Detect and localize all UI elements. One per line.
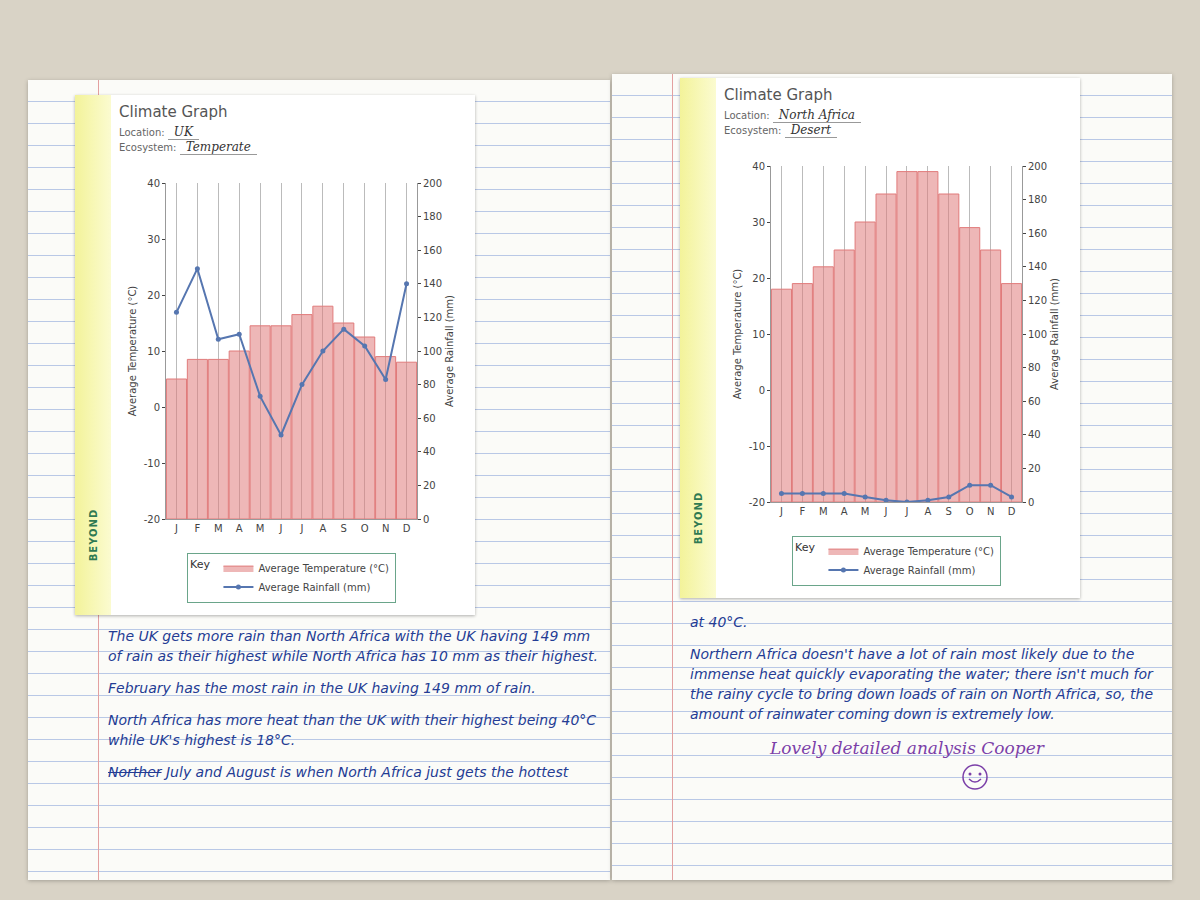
html-text:Climate Graph: Climate Graph [724,86,833,104]
html-text:Climate Graph: Climate Graph [119,103,228,121]
html-text:Lovely detailed analysis Coope: Lovely detailed analysis Cooper [770,738,1044,758]
svg-text:60: 60 [423,413,436,424]
svg-text:M: M [256,523,265,534]
svg-text:Average Temperature (°C): Average Temperature (°C) [258,563,389,574]
html-text:The UK gets more rain than Nor: The UK gets more rain than North Africa … [108,628,598,664]
html-text:Northern Africa doesn't have a: Northern Africa doesn't have a lot of ra… [690,646,1154,722]
svg-text:A: A [236,523,243,534]
svg-text:Average Temperature (°C): Average Temperature (°C) [127,286,138,417]
svg-text:J: J [174,523,178,534]
svg-text:140: 140 [423,278,442,289]
svg-text:Average Rainfall (mm): Average Rainfall (mm) [444,295,455,407]
svg-text:-20: -20 [144,514,160,525]
svg-text:160: 160 [1028,228,1047,239]
svg-text:0: 0 [759,385,765,396]
html-text:Ecosystem:: Ecosystem: [119,142,180,153]
html-text:BEYOND: BEYOND [692,491,704,545]
svg-text:J: J [779,506,783,517]
svg-text:A: A [924,506,931,517]
svg-text:D: D [1008,506,1016,517]
svg-text:F: F [799,506,805,517]
svg-text:0: 0 [1028,497,1034,508]
svg-text:Average Rainfall (mm): Average Rainfall (mm) [1049,278,1060,390]
svg-text:20: 20 [1028,463,1041,474]
svg-text:N: N [382,523,389,534]
html-text:Temperate: Temperate [185,140,251,154]
svg-text:Average Rainfall (mm): Average Rainfall (mm) [258,582,370,593]
html-text:Ecosystem:: Ecosystem: [724,125,785,136]
svg-text:O: O [361,523,369,534]
svg-text:J: J [884,506,888,517]
svg-text:0: 0 [154,402,160,413]
svg-text:120: 120 [423,312,442,323]
svg-text:100: 100 [1028,329,1047,340]
svg-text:20: 20 [752,273,765,284]
html-text:Location:: Location: [119,127,168,138]
svg-text:200: 200 [423,178,442,189]
svg-text:J: J [299,523,303,534]
svg-text:120: 120 [1028,295,1047,306]
svg-text:M: M [819,506,828,517]
svg-text:-20: -20 [749,497,765,508]
html-text:Norther July and August is whe: Norther July and August is when North Af… [108,764,569,780]
svg-text:160: 160 [423,245,442,256]
svg-text:40: 40 [752,161,765,172]
svg-text:20: 20 [147,290,160,301]
svg-text:Average Rainfall (mm): Average Rainfall (mm) [863,565,975,576]
svg-text:80: 80 [423,379,436,390]
svg-text:100: 100 [423,346,442,357]
svg-text:20: 20 [423,480,436,491]
html-text:North Africa has more heat tha: North Africa has more heat than the UK w… [108,712,597,748]
svg-text:S: S [341,523,347,534]
svg-text:60: 60 [1028,396,1041,407]
svg-text:O: O [966,506,974,517]
svg-text:D: D [403,523,411,534]
svg-text:Key: Key [795,541,815,554]
html-text:Location:: Location: [724,110,773,121]
html-text:BEYOND: BEYOND [87,508,99,562]
svg-text:M: M [861,506,870,517]
svg-text:40: 40 [147,178,160,189]
svg-text:-10: -10 [144,458,160,469]
svg-text:40: 40 [423,446,436,457]
svg-text:F: F [194,523,200,534]
svg-text:180: 180 [1028,194,1047,205]
svg-text:Average Temperature (°C): Average Temperature (°C) [863,546,994,557]
svg-text:200: 200 [1028,161,1047,172]
svg-text:M: M [214,523,223,534]
svg-text:0: 0 [423,514,429,525]
svg-text:Key: Key [190,558,210,571]
html-text:UK: UK [173,125,193,139]
svg-text:30: 30 [147,234,160,245]
svg-text:N: N [987,506,994,517]
svg-text:S: S [946,506,952,517]
svg-text:Average Temperature (°C): Average Temperature (°C) [732,269,743,400]
html-text:North Africa: North Africa [778,108,855,122]
html-text:at 40°C.: at 40°C. [690,614,748,630]
svg-text:180: 180 [423,211,442,222]
html-text:Desert: Desert [790,123,832,137]
svg-text:140: 140 [1028,261,1047,272]
svg-text:40: 40 [1028,429,1041,440]
svg-text:-10: -10 [749,441,765,452]
svg-text:J: J [904,506,908,517]
svg-text:80: 80 [1028,362,1041,373]
svg-text:10: 10 [147,346,160,357]
svg-text:10: 10 [752,329,765,340]
svg-text:A: A [319,523,326,534]
html-text:February has the most rain in: February has the most rain in the UK hav… [108,680,536,696]
svg-text:30: 30 [752,217,765,228]
svg-text:J: J [279,523,283,534]
svg-text:A: A [841,506,848,517]
